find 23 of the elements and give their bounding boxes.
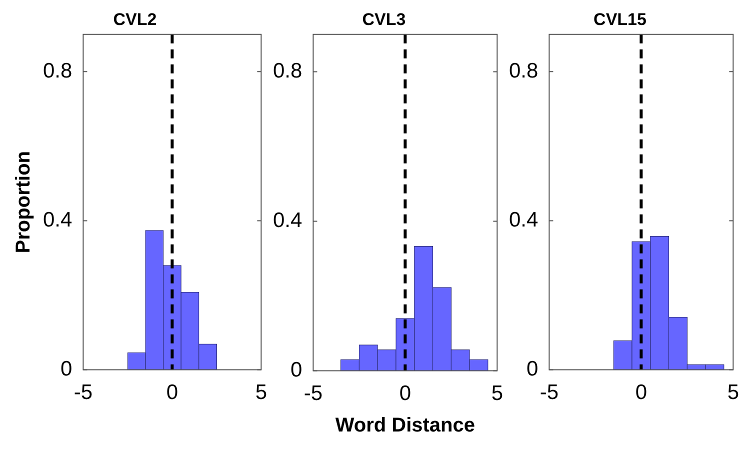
x-tick-label: 5: [255, 381, 268, 404]
x-axis-title: Word Distance: [335, 414, 476, 437]
x-tick-label: 5: [491, 382, 504, 406]
y-tick-label: 0.8: [508, 59, 538, 82]
chart-title: CVL2: [113, 10, 157, 29]
y-tick-label: 0: [60, 358, 72, 381]
y-tick-label: 0: [290, 358, 302, 382]
chart-title: CVL15: [594, 10, 646, 29]
x-tick-label: 0: [399, 382, 412, 406]
y-tick-label: 0.8: [42, 59, 72, 82]
y-tick-label: 0.4: [42, 208, 73, 232]
y-tick-label: 0: [526, 358, 538, 381]
x-tick-label: 0: [166, 381, 178, 404]
x-tick-label: -5: [540, 381, 559, 404]
y-axis-title: Proportion: [12, 150, 35, 254]
x-tick-label: -5: [304, 382, 323, 406]
y-tick-label: 0.4: [508, 208, 539, 232]
x-tick-label: -5: [74, 381, 93, 404]
x-tick-label: 0: [635, 381, 648, 404]
chart-title: CVL3: [362, 10, 406, 29]
x-tick-label: 5: [727, 381, 740, 404]
y-tick-label: 0.4: [272, 209, 303, 232]
y-tick-label: 0.8: [272, 60, 302, 83]
